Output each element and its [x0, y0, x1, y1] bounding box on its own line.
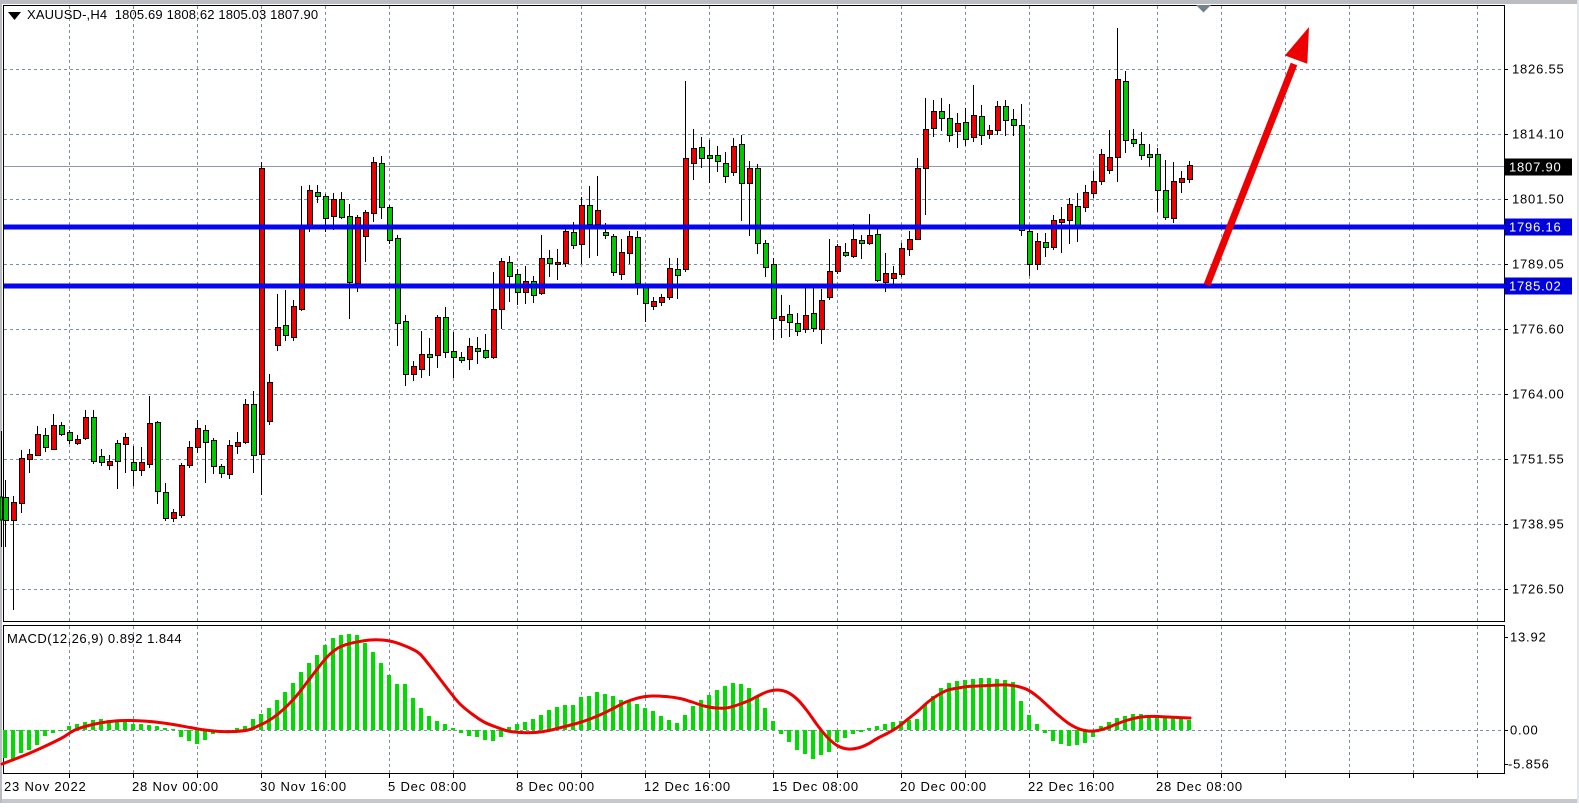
- svg-text:13.92: 13.92: [1510, 630, 1547, 645]
- svg-text:1826.55: 1826.55: [1512, 62, 1565, 77]
- svg-text:1764.00: 1764.00: [1512, 387, 1565, 402]
- svg-text:0.00: 0.00: [1510, 723, 1539, 738]
- svg-text:1814.10: 1814.10: [1512, 127, 1565, 142]
- svg-text:1807.90: 1807.90: [1509, 160, 1562, 175]
- svg-text:MACD(12,26,9) 0.892 1.844: MACD(12,26,9) 0.892 1.844: [7, 631, 182, 646]
- svg-text:1789.05: 1789.05: [1512, 257, 1565, 272]
- svg-text:23 Nov 2022: 23 Nov 2022: [4, 779, 87, 794]
- svg-text:30 Nov 16:00: 30 Nov 16:00: [260, 779, 347, 794]
- svg-text:1726.50: 1726.50: [1512, 582, 1565, 597]
- svg-text:1776.60: 1776.60: [1512, 322, 1565, 337]
- svg-text:1796.16: 1796.16: [1509, 220, 1562, 235]
- svg-text:20 Dec 00:00: 20 Dec 00:00: [900, 779, 987, 794]
- svg-text:1801.50: 1801.50: [1512, 192, 1565, 207]
- svg-text:8 Dec 00:00: 8 Dec 00:00: [516, 779, 595, 794]
- svg-text:28 Nov 00:00: 28 Nov 00:00: [132, 779, 219, 794]
- svg-text:1738.95: 1738.95: [1512, 517, 1565, 532]
- svg-text:28 Dec 08:00: 28 Dec 08:00: [1156, 779, 1243, 794]
- svg-text:15 Dec 08:00: 15 Dec 08:00: [772, 779, 859, 794]
- svg-text:1751.55: 1751.55: [1512, 452, 1565, 467]
- svg-text:XAUUSD-,H4 1805.69 1808.62 18: XAUUSD-,H4 1805.69 1808.62 1805.03 1807.…: [27, 7, 318, 22]
- svg-text:-5.856: -5.856: [1508, 757, 1550, 772]
- svg-text:1785.02: 1785.02: [1509, 279, 1562, 294]
- svg-text:5 Dec 08:00: 5 Dec 08:00: [388, 779, 467, 794]
- svg-text:12 Dec 16:00: 12 Dec 16:00: [644, 779, 731, 794]
- svg-text:22 Dec 16:00: 22 Dec 16:00: [1028, 779, 1115, 794]
